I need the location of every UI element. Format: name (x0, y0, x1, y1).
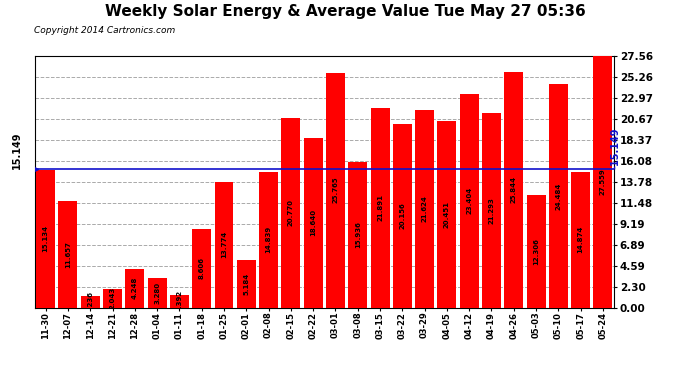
Text: 8.606: 8.606 (199, 257, 205, 279)
Bar (393, 124, 412, 308)
Bar (282, 118, 300, 308)
Text: 12.306: 12.306 (533, 238, 539, 265)
Bar (259, 172, 278, 308)
Text: Copyright 2014 Cartronics.com: Copyright 2014 Cartronics.com (34, 26, 176, 35)
Text: 15.134: 15.134 (43, 225, 49, 252)
Text: 2.043: 2.043 (110, 287, 115, 309)
Text: 1.236: 1.236 (87, 291, 93, 313)
Bar (460, 94, 479, 308)
Text: 14.839: 14.839 (266, 226, 272, 254)
Text: 23.404: 23.404 (466, 187, 472, 214)
Text: 15.936: 15.936 (355, 221, 361, 248)
Bar (526, 195, 546, 308)
Text: 13.774: 13.774 (221, 231, 227, 258)
Bar (504, 72, 523, 308)
Text: 21.891: 21.891 (377, 194, 383, 221)
Bar (193, 229, 211, 308)
Text: -15.149: -15.149 (611, 128, 620, 170)
Bar (126, 269, 144, 308)
Text: 24.484: 24.484 (555, 182, 562, 210)
Bar (237, 260, 256, 308)
Bar (215, 182, 233, 308)
Text: 15.149: 15.149 (12, 132, 22, 170)
Bar (148, 278, 166, 308)
Text: 4.248: 4.248 (132, 277, 138, 299)
Text: 3.280: 3.280 (154, 282, 160, 304)
Bar (304, 138, 323, 308)
Bar (326, 73, 345, 308)
Bar (549, 84, 568, 308)
Text: 1.392: 1.392 (177, 290, 182, 312)
Bar (571, 172, 590, 308)
Text: 5.184: 5.184 (244, 273, 249, 295)
Bar (437, 121, 456, 308)
Text: 21.293: 21.293 (489, 197, 495, 224)
Bar (81, 296, 100, 307)
Text: 20.770: 20.770 (288, 200, 294, 226)
Text: 14.874: 14.874 (578, 226, 584, 254)
Bar (371, 108, 389, 308)
Text: 18.640: 18.640 (310, 209, 316, 236)
Bar (415, 110, 434, 308)
Text: 20.156: 20.156 (400, 202, 405, 229)
Text: 25.844: 25.844 (511, 176, 517, 203)
Bar (170, 295, 189, 307)
Text: Weekly Solar Energy & Average Value Tue May 27 05:36: Weekly Solar Energy & Average Value Tue … (105, 4, 585, 19)
Text: 25.765: 25.765 (333, 177, 339, 203)
Text: 20.451: 20.451 (444, 201, 450, 228)
Bar (36, 170, 55, 308)
Bar (348, 162, 367, 308)
Text: 27.559: 27.559 (600, 168, 606, 195)
Text: 21.624: 21.624 (422, 195, 428, 222)
Bar (482, 113, 501, 308)
Bar (59, 201, 77, 308)
Bar (593, 56, 613, 308)
Text: 11.657: 11.657 (65, 241, 71, 268)
Bar (103, 289, 122, 308)
